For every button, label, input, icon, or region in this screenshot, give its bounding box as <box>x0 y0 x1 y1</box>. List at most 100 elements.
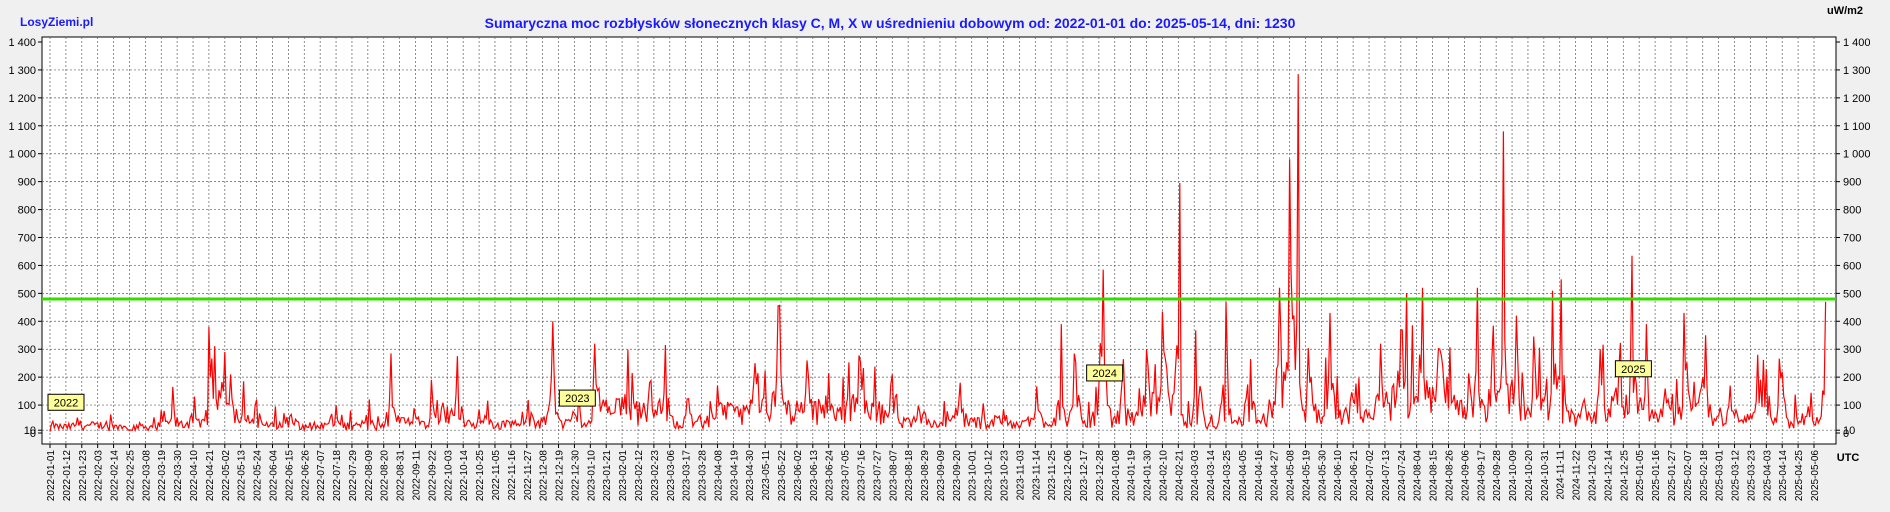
x-tick-label: 2023-02-01 <box>618 450 629 502</box>
y-tick-label-left: 600 <box>18 260 36 272</box>
x-tick-label: 2024-01-30 <box>1143 450 1154 502</box>
x-tick-label: 2023-10-23 <box>1000 450 1011 502</box>
x-tick-label: 2024-11-11 <box>1556 450 1567 500</box>
x-unit-label: UTC <box>1837 452 1860 464</box>
x-tick-label: 2023-08-07 <box>888 450 899 502</box>
y-tick-label-left: 1 000 <box>8 149 36 161</box>
x-tick-label: 2023-06-24 <box>825 450 836 502</box>
y-tick-label-right: 100 <box>1843 400 1861 412</box>
year-badge-box <box>1614 360 1652 378</box>
x-tick-label: 2024-05-19 <box>1301 450 1312 502</box>
x-tick-label: 2022-07-07 <box>316 450 327 502</box>
x-tick-label: 2024-01-08 <box>1111 450 1122 502</box>
y-tick-label-right: 600 <box>1843 260 1861 272</box>
x-tick-label: 2023-09-09 <box>936 450 947 502</box>
x-tick-label: 2024-11-22 <box>1572 450 1583 501</box>
x-tick-label: 2025-03-01 <box>1715 450 1726 502</box>
x-tick-label: 2024-09-28 <box>1492 450 1503 502</box>
y-tick-label-right: 400 <box>1843 316 1861 328</box>
year-badge-box <box>558 389 596 407</box>
y-tick-label-left: 900 <box>18 177 36 189</box>
x-tick-label: 2025-03-12 <box>1731 450 1742 502</box>
x-tick-label: 2024-07-24 <box>1397 450 1408 502</box>
x-tick-label: 2023-12-17 <box>1079 450 1090 502</box>
x-tick-label: 2024-08-04 <box>1413 450 1424 502</box>
y-tick-label-left: 1 300 <box>8 65 36 77</box>
x-tick-label: 2023-06-13 <box>809 450 820 502</box>
x-tick-label: 2022-03-08 <box>141 450 152 502</box>
x-axis: 2022-01-01 2022-01-12 2022-01-23 2022-02-03… <box>46 444 1821 501</box>
y-tick-label-right: 900 <box>1843 177 1861 189</box>
x-tick-label: 2025-02-18 <box>1699 450 1710 502</box>
x-tick-label: 2022-02-25 <box>125 450 136 502</box>
x-tick-label: 2023-02-12 <box>634 450 645 502</box>
y-tick-label-left: 800 <box>18 205 36 217</box>
y-tick-label-right: 1 400 <box>1843 37 1871 49</box>
x-tick-label: 2022-04-21 <box>205 450 216 502</box>
year-badge-label: 2023 <box>565 393 589 405</box>
x-tick-label: 2025-01-16 <box>1651 450 1662 502</box>
x-tick-label: 2024-01-19 <box>1127 450 1138 502</box>
x-tick-label: 2022-10-14 <box>459 450 470 502</box>
x-tick-label: 2023-02-23 <box>650 450 661 502</box>
y-axis-right: 010 100 200 300 400 500 600 700 800 900 1 000 1 100… <box>1836 37 1871 440</box>
x-tick-label: 2023-07-05 <box>841 450 852 502</box>
y-tick-label-right: 10 <box>1843 425 1855 437</box>
y-tick-label-left: 1 400 <box>8 37 36 49</box>
y-tick-label-right: 300 <box>1843 344 1861 356</box>
year-badge-label: 2022 <box>54 397 78 409</box>
x-tick-label: 2022-07-29 <box>348 450 359 502</box>
year-badge: 2022 <box>47 393 85 411</box>
x-tick-label: 2023-07-16 <box>856 450 867 502</box>
x-tick-label: 2023-10-12 <box>984 450 995 502</box>
x-tick-label: 2024-08-26 <box>1444 450 1455 502</box>
x-tick-label: 2022-05-24 <box>253 450 264 502</box>
x-tick-label: 2023-01-10 <box>586 450 597 502</box>
x-tick-label: 2024-12-14 <box>1603 450 1614 502</box>
x-tick-label: 2022-12-30 <box>570 450 581 502</box>
x-tick-label: 2023-04-08 <box>713 450 724 502</box>
x-tick-label: 2024-12-03 <box>1588 450 1599 502</box>
x-tick-label: 2023-09-20 <box>952 450 963 502</box>
x-tick-label: 2024-02-21 <box>1174 450 1185 502</box>
y-tick-label-right: 1 100 <box>1843 121 1871 133</box>
x-tick-label: 2024-02-10 <box>1158 450 1169 502</box>
x-tick-label: 2023-03-28 <box>698 450 709 502</box>
x-tick-label: 2023-03-06 <box>666 450 677 502</box>
x-tick-label: 2024-09-06 <box>1460 450 1471 502</box>
x-tick-label: 2025-04-03 <box>1762 450 1773 502</box>
x-tick-label: 2023-11-14 <box>1031 450 1042 501</box>
y-tick-label-right: 1 300 <box>1843 65 1871 77</box>
x-tick-label: 2022-06-15 <box>284 450 295 502</box>
x-tick-label: 2022-07-18 <box>332 450 343 502</box>
x-tick-label: 2024-09-17 <box>1476 450 1487 502</box>
y-tick-label-right: 1 000 <box>1843 149 1871 161</box>
x-tick-label: 2022-09-22 <box>427 450 438 502</box>
x-tick-label: 2022-04-10 <box>189 450 200 502</box>
y-tick-label-right: 500 <box>1843 288 1861 300</box>
year-badge: 2024 <box>1086 364 1124 382</box>
x-tick-label: 2024-12-25 <box>1619 450 1630 502</box>
y-tick-label-left: 700 <box>18 233 36 245</box>
x-tick-label: 2024-03-03 <box>1190 450 1201 502</box>
x-tick-label: 2022-11-05 <box>491 450 502 501</box>
y-tick-label-right: 1 200 <box>1843 93 1871 105</box>
x-tick-label: 2025-03-23 <box>1746 450 1757 502</box>
x-tick-label: 2022-10-25 <box>475 450 486 502</box>
x-tick-label: 2024-06-10 <box>1333 450 1344 502</box>
x-tick-label: 2023-10-01 <box>968 450 979 502</box>
year-badge-label: 2024 <box>1092 368 1116 380</box>
y-tick-label-left: 300 <box>18 344 36 356</box>
y-unit-label: uW/m2 <box>1827 5 1863 17</box>
y-tick-label-right: 200 <box>1843 372 1861 384</box>
y-tick-label-right: 800 <box>1843 205 1861 217</box>
x-tick-label: 2024-07-13 <box>1381 450 1392 502</box>
x-tick-label: 2024-07-02 <box>1365 450 1376 502</box>
x-tick-label: 2023-12-28 <box>1095 450 1106 502</box>
year-badge-box <box>47 393 85 411</box>
year-badge: 2023 <box>558 389 596 407</box>
x-tick-label: 2022-01-23 <box>78 450 89 502</box>
x-tick-label: 2024-10-09 <box>1508 450 1519 502</box>
plot-area <box>41 36 1837 445</box>
x-tick-label: 2025-04-25 <box>1794 450 1805 502</box>
